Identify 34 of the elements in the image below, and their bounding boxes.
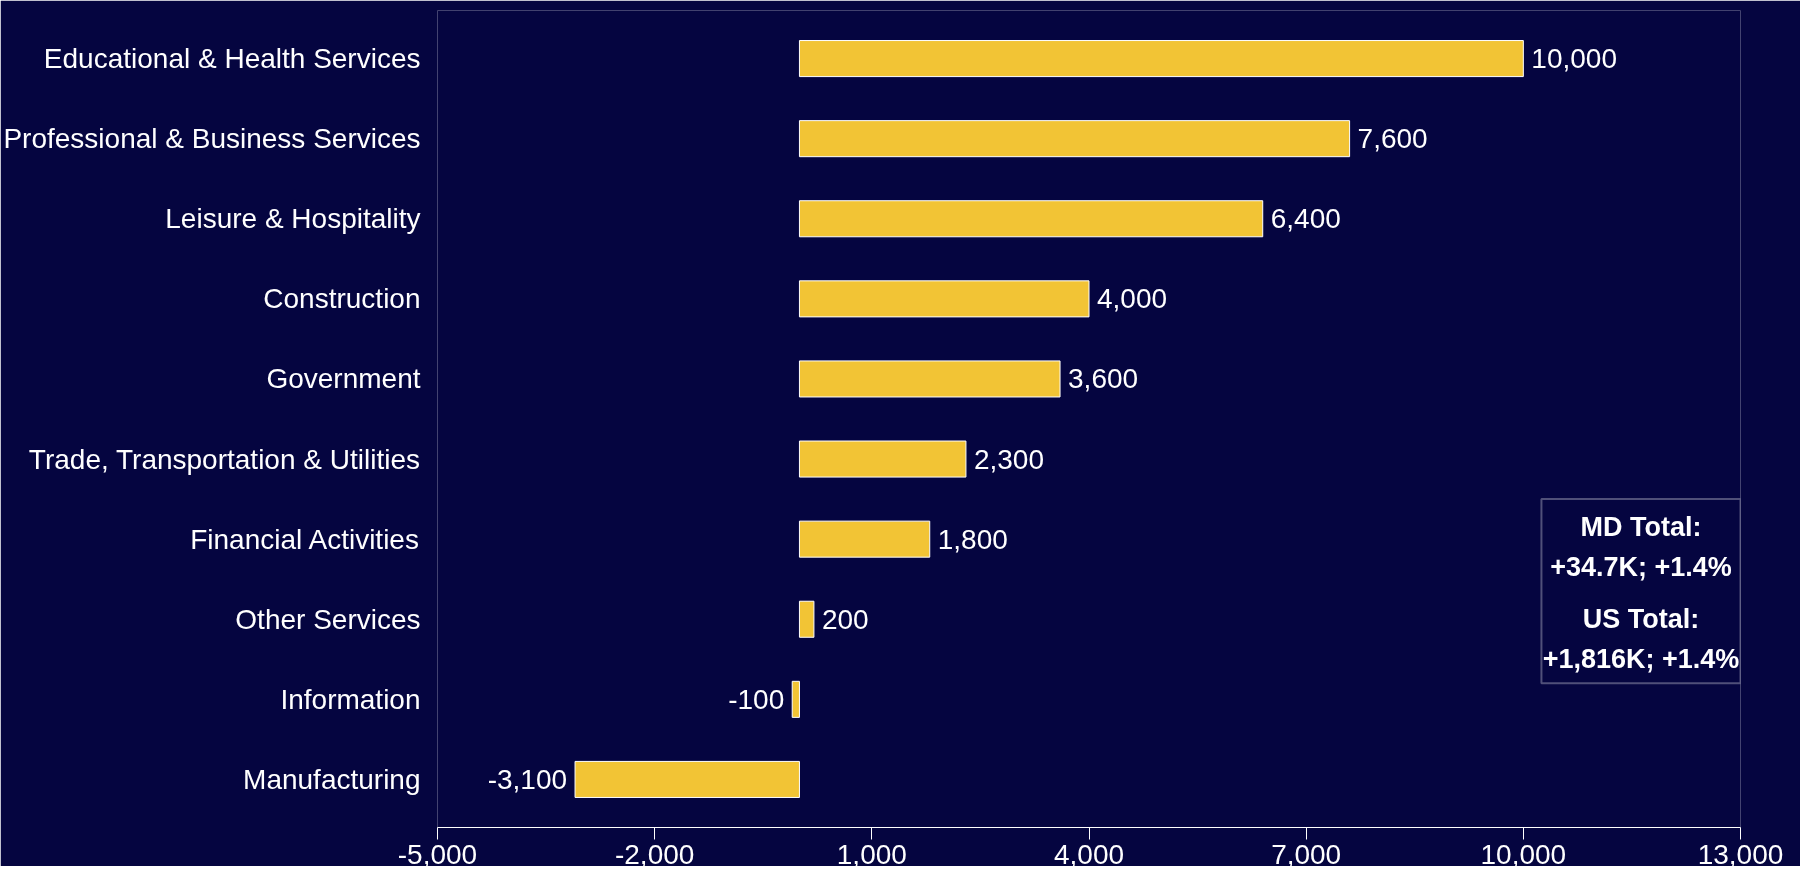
y-tick-label: Trade, Transportation & Utilities (28, 443, 420, 475)
y-tick-label: Construction (263, 283, 421, 315)
bar (798, 40, 1524, 78)
annotation: MD Total: (1580, 512, 1702, 543)
data-label: 6,400 (1270, 203, 1341, 235)
y-tick-label: Educational & Health Services (43, 43, 421, 75)
annotation: US Total: (1582, 604, 1700, 635)
y-tick-label: Manufacturing (243, 763, 421, 795)
bar (791, 680, 800, 718)
y-tick-label: Information (280, 683, 421, 715)
data-label: 7,600 (1357, 123, 1428, 155)
data-label: 200 (821, 603, 869, 635)
annotation: +34.7K; +1.4% (1550, 552, 1732, 583)
data-label: 1,800 (937, 523, 1008, 555)
data-label: 2,300 (973, 443, 1045, 475)
bar (798, 120, 1351, 158)
bar (798, 200, 1264, 238)
bar (798, 360, 1061, 398)
bar (574, 760, 800, 798)
data-label: 10,000 (1531, 43, 1617, 75)
data-label: 3,600 (1068, 363, 1139, 395)
bar (798, 520, 931, 558)
bar (798, 600, 815, 638)
y-tick-label: Leisure & Hospitality (165, 203, 421, 235)
y-tick-label: Other Services (235, 603, 421, 635)
y-tick-label: Financial Activities (190, 523, 419, 555)
data-label: -100 (728, 683, 785, 715)
y-tick-label: Professional & Business Services (3, 123, 421, 155)
data-label: 4,000 (1097, 283, 1168, 315)
y-tick-label: Government (266, 363, 421, 395)
annotation: +1,816K; +1.4% (1542, 644, 1740, 675)
bar (798, 440, 967, 478)
data-label: -3,100 (487, 763, 568, 795)
bar (798, 280, 1090, 318)
